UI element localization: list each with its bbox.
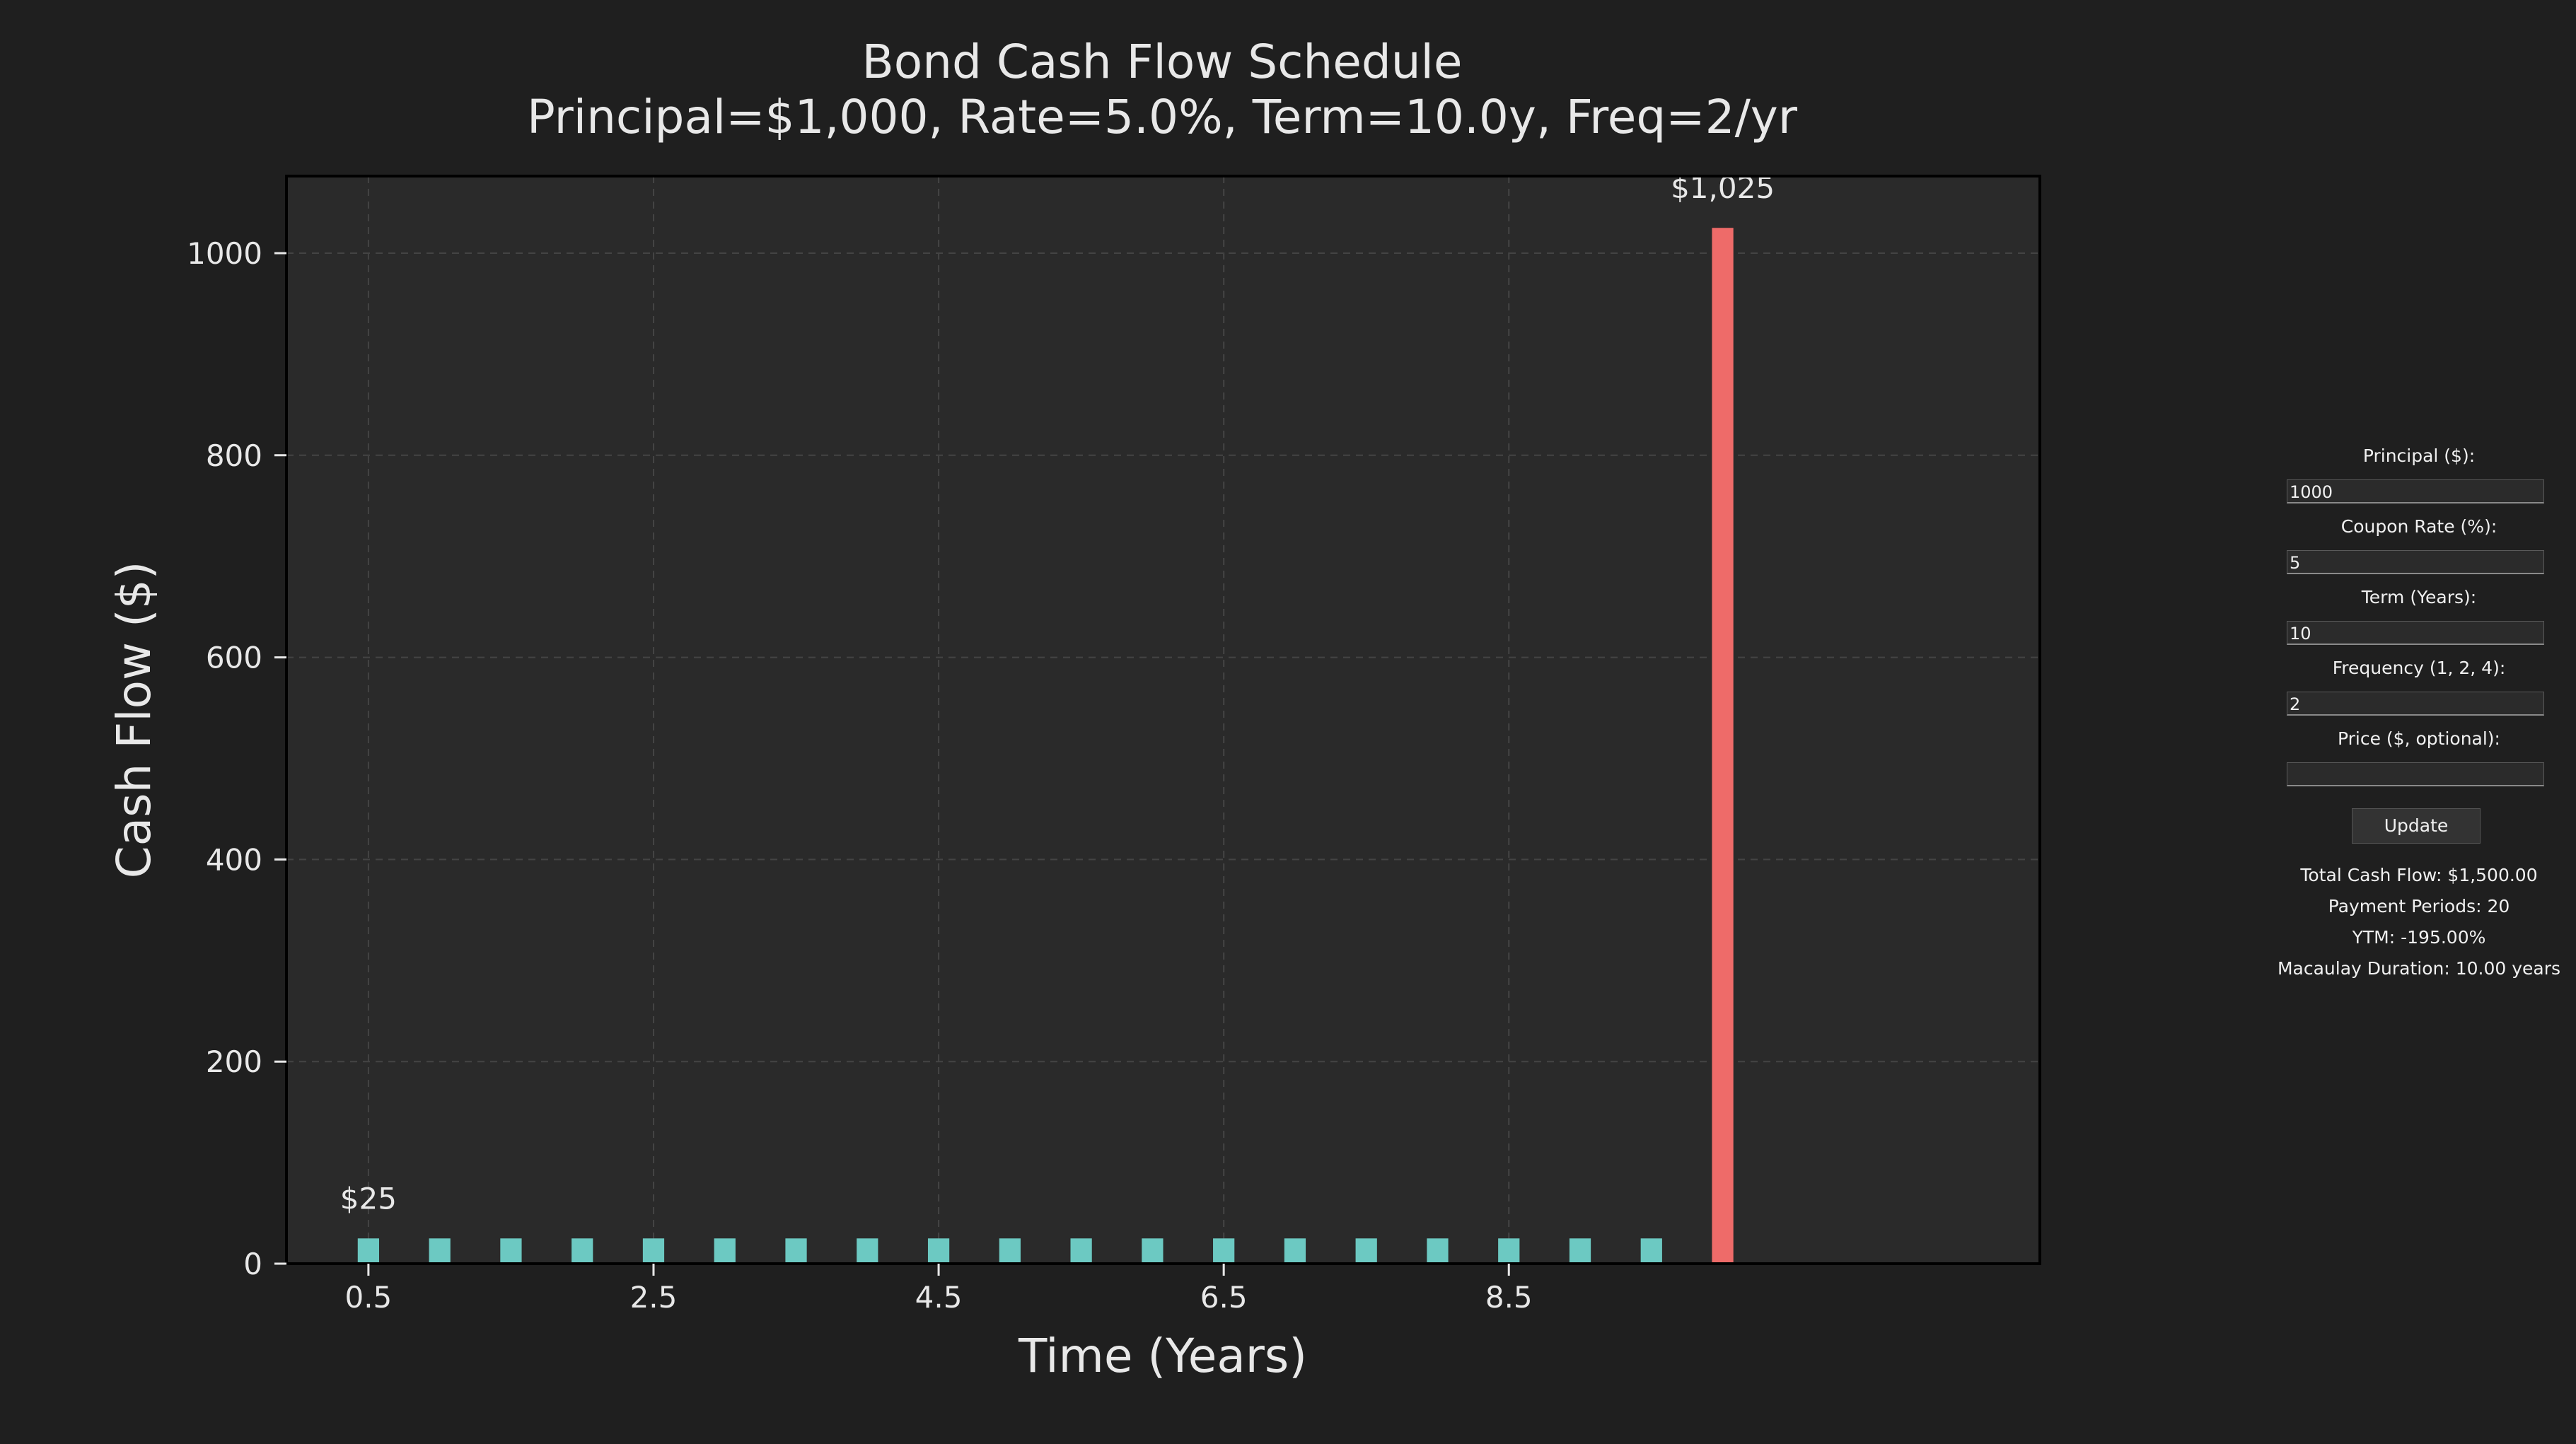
x-tick-label: 2.5 [630, 1280, 678, 1315]
term-input[interactable] [2287, 621, 2544, 645]
coupon-bar [1284, 1238, 1306, 1264]
coupon-bar [357, 1238, 380, 1264]
frequency-input[interactable] [2287, 692, 2544, 716]
coupon-bar [1070, 1238, 1092, 1264]
coupon-bar [572, 1238, 593, 1264]
y-tick-label: 0 [243, 1247, 262, 1281]
price-input[interactable] [2287, 762, 2544, 786]
x-tick-label: 8.5 [1485, 1280, 1533, 1315]
y-tick-label: 1000 [187, 236, 262, 271]
coupon-bar [1142, 1238, 1164, 1264]
principal-label: Principal ($): [2362, 446, 2476, 466]
y-axis-ticks: 0 200 400 600 800 1000 [187, 236, 286, 1281]
principal-input[interactable] [2287, 479, 2544, 503]
y-tick-label: 400 [206, 842, 262, 877]
coupon-rate-label: Coupon Rate (%): [2340, 516, 2497, 537]
x-axis-ticks: 0.5 2.5 4.5 6.5 8.5 [344, 1264, 1533, 1315]
payment-periods-text: Payment Periods: 20 [2328, 896, 2510, 916]
coupon-bar [1640, 1238, 1662, 1264]
coupon-bar [500, 1238, 522, 1264]
plot-frame [285, 175, 2041, 1265]
y-tick-label: 200 [206, 1044, 262, 1079]
frequency-label: Frequency (1, 2, 4): [2332, 658, 2506, 678]
grid-lines [286, 176, 2040, 1264]
coupon-bar [785, 1238, 807, 1264]
total-cash-flow-text: Total Cash Flow: $1,500.00 [2300, 865, 2538, 885]
x-tick-label: 4.5 [915, 1280, 963, 1315]
y-tick-label: 600 [206, 641, 262, 675]
chart-subtitle: Principal=$1,000, Rate=5.0%, Term=10.0y,… [527, 90, 1798, 144]
x-tick-label: 6.5 [1200, 1280, 1248, 1315]
coupon-rate-input[interactable] [2287, 550, 2544, 574]
coupon-bar [999, 1238, 1021, 1264]
duration-text: Macaulay Duration: 10.00 years [2277, 958, 2561, 979]
coupon-bar [927, 1238, 950, 1264]
ytm-text: YTM: -195.00% [2352, 927, 2486, 948]
coupon-bar [714, 1238, 736, 1264]
x-tick-label: 0.5 [344, 1280, 392, 1315]
coupon-bar [1498, 1238, 1520, 1264]
coupon-bar [1213, 1238, 1235, 1264]
x-axis-label: Time (Years) [1018, 1329, 1307, 1383]
coupon-bar [429, 1238, 451, 1264]
bar-value-label: $25 [340, 1181, 397, 1216]
update-button[interactable]: Update [2352, 808, 2481, 844]
term-label: Term (Years): [2361, 587, 2477, 607]
chart-title: Bond Cash Flow Schedule [861, 35, 1462, 89]
bars [357, 228, 1734, 1264]
principal-bar [1712, 228, 1734, 1264]
coupon-bar [857, 1238, 878, 1264]
coupon-bar [642, 1238, 665, 1264]
y-axis-label: Cash Flow ($) [107, 561, 161, 879]
plot-area [286, 176, 2040, 1264]
coupon-bar [1569, 1238, 1591, 1264]
coupon-bar [1427, 1238, 1449, 1264]
price-label: Price ($, optional): [2338, 728, 2500, 749]
coupon-bar [1355, 1238, 1377, 1264]
y-tick-label: 800 [206, 438, 262, 473]
